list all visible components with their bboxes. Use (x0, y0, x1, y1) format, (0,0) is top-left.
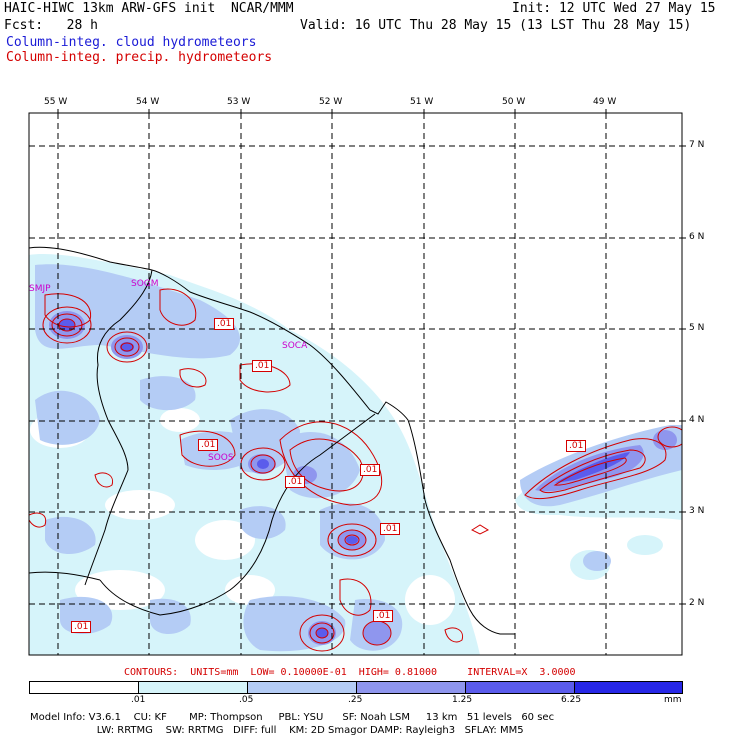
colorbar-bin (139, 682, 248, 693)
colorbar-units: mm (664, 695, 682, 705)
colorbar-tick: .25 (348, 695, 363, 705)
valid-time: Valid: 16 UTC Thu 28 May 15 (13 LST Thu … (300, 18, 692, 33)
map-ticks (57, 109, 686, 605)
forecast-hour: Fcst: 28 h (4, 18, 98, 33)
contour-label: .01 (380, 523, 401, 535)
coastline (29, 246, 515, 635)
lon-label: 53 W (227, 97, 251, 107)
lat-label: 4 N (689, 415, 705, 425)
cloud-field-title: Column-integ. cloud hydrometeors (6, 35, 257, 50)
lon-label: 51 W (410, 97, 434, 107)
lat-label: 2 N (689, 598, 705, 608)
station-label-soca: SOCA (282, 341, 308, 351)
colorbar-bin (30, 682, 139, 693)
init-time: Init: 12 UTC Wed 27 May 15 (512, 1, 716, 16)
colorbar-bin (575, 682, 682, 693)
precip-contours (29, 288, 682, 652)
lat-label: 6 N (689, 232, 705, 242)
precip-field-title: Column-integ. precip. hydrometeors (6, 50, 273, 65)
lon-label: 50 W (502, 97, 526, 107)
lon-label: 54 W (136, 97, 160, 107)
contour-label: .01 (252, 360, 273, 372)
contour-label: .01 (198, 439, 219, 451)
lat-label: 3 N (689, 506, 705, 516)
contour-label: .01 (360, 464, 381, 476)
colorbar-bin (466, 682, 575, 693)
contour-label: .01 (373, 610, 394, 622)
cloud-fill-darkest (59, 319, 630, 638)
latlon-grid (29, 113, 682, 655)
colorbar (29, 681, 683, 694)
map-frame (28, 112, 683, 656)
colorbar-bin (357, 682, 466, 693)
lon-label: 49 W (593, 97, 617, 107)
contour-label: .01 (566, 440, 587, 452)
contour-label: .01 (71, 621, 92, 633)
contour-label: .01 (285, 476, 306, 488)
lat-label: 7 N (689, 140, 705, 150)
lon-label: 55 W (44, 97, 68, 107)
colorbar-bin (248, 682, 357, 693)
colorbar-tick: .01 (131, 695, 146, 705)
model-info-line2: LW: RRTMG SW: RRTMG DIFF: full KM: 2D Sm… (30, 725, 524, 736)
lon-label: 52 W (319, 97, 343, 107)
station-label-soos: SOOS (208, 453, 234, 463)
station-label-sogm: SOGM (131, 279, 159, 289)
colorbar-tick: .05 (239, 695, 254, 705)
contour-info: CONTOURS: UNITS=mm LOW= 0.10000E-01 HIGH… (124, 667, 576, 678)
colorbar-tick: 6.25 (561, 695, 582, 705)
station-label-smjp: SMJP (29, 284, 51, 294)
model-info-line1: Model Info: V3.6.1 CU: KF MP: Thompson P… (30, 712, 555, 723)
contour-label: .01 (214, 318, 235, 330)
colorbar-tick: 1.25 (452, 695, 473, 705)
plot-title: HAIC-HIWC 13km ARW-GFS init NCAR/MMM (4, 1, 294, 16)
lat-label: 5 N (689, 323, 705, 333)
